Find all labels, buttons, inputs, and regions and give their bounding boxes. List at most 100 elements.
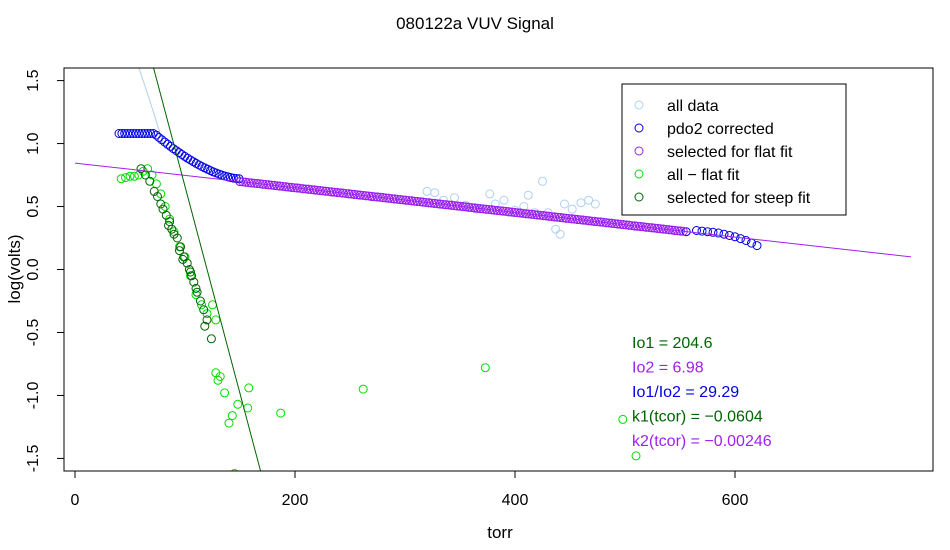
point-pdo2 [692, 226, 701, 235]
point-pdo2 [180, 151, 190, 161]
point-pdo2 [157, 135, 167, 145]
point-all-data [422, 186, 432, 196]
point-all-minus-flat [276, 408, 286, 418]
annotation-4: k2(tcor) = −0.00246 [632, 433, 772, 450]
y-tick-label: 0.0 [25, 258, 42, 280]
point-steep-fit [202, 315, 212, 325]
point-pdo2 [134, 129, 144, 138]
flat-fit-line [74, 162, 912, 258]
x-tick-label: 400 [502, 492, 529, 509]
point-all-data [450, 193, 459, 203]
legend-label: all − flat fit [667, 167, 740, 184]
legend-box [621, 83, 847, 216]
point-pdo2 [125, 129, 135, 138]
point-steep-fit [187, 271, 197, 281]
point-steep-fit [164, 220, 173, 230]
series-selected-steep-fit [136, 164, 216, 344]
legend-marker [634, 100, 644, 110]
point-all-data [576, 198, 586, 208]
point-all-minus-flat [220, 388, 230, 398]
point-all-data [567, 204, 577, 214]
point-pdo2 [140, 129, 150, 138]
point-all-minus-flat [233, 399, 243, 409]
point-all-minus-flat [129, 171, 139, 181]
point-all-minus-flat [160, 202, 170, 211]
point-all-minus-flat [197, 300, 206, 310]
point-all-minus-flat [230, 469, 239, 471]
legend-label: selected for flat fit [667, 144, 793, 161]
point-all-minus-flat [227, 411, 237, 421]
point-steep-fit [195, 296, 205, 306]
point-steep-fit [153, 192, 162, 201]
legend-label: all data [667, 98, 719, 115]
x-axis: 0 200 400 600 [71, 471, 749, 509]
point-pdo2 [151, 130, 161, 140]
point-steep-fit [178, 254, 188, 264]
annotation-2: Io1/Io2 = 29.29 [632, 384, 739, 401]
point-all-minus-flat [213, 375, 223, 385]
fit-annotations: Io1 = 204.6 Io2 = 6.98 Io1/Io2 = 29.29 k1(t… [632, 335, 772, 450]
point-steep-fit [186, 267, 195, 277]
point-steep-fit [199, 305, 209, 315]
point-all-data [485, 189, 495, 199]
point-all-minus-flat [224, 418, 234, 428]
y-tick-label: -1.5 [25, 445, 42, 473]
point-all-data [499, 195, 509, 205]
point-pdo2 [123, 129, 133, 138]
point-pdo2 [146, 129, 155, 138]
point-pdo2 [703, 227, 712, 237]
plot-area [74, 68, 912, 471]
x-tick-label: 600 [722, 492, 749, 509]
annotation-0: Io1 = 204.6 [632, 335, 713, 352]
point-pdo2 [143, 129, 153, 138]
point-all-data [430, 188, 440, 198]
series-all-minus-flat-fit [116, 164, 641, 471]
legend-marker [634, 192, 644, 202]
point-all-minus-flat [211, 315, 221, 325]
point-steep-fit [200, 321, 210, 331]
point-all-minus-flat [618, 414, 628, 424]
legend: all data pdo2 corrected selected for flat … [621, 83, 847, 216]
point-steep-fit [191, 283, 201, 293]
point-pdo2 [752, 241, 762, 251]
point-steep-fit [145, 176, 155, 186]
point-all-data [584, 195, 594, 205]
legend-label: selected for steep fit [667, 190, 811, 207]
y-tick-label: 1.0 [25, 132, 42, 154]
point-pdo2 [163, 139, 173, 149]
point-steep-fit [175, 246, 184, 256]
point-all-minus-flat [244, 383, 254, 393]
point-all-data [551, 224, 561, 234]
point-all-minus-flat [125, 171, 135, 181]
point-all-data [590, 199, 600, 209]
y-tick-label: -0.5 [25, 319, 42, 347]
x-axis-label: torr [487, 523, 513, 542]
point-all-minus-flat [480, 363, 490, 373]
point-steep-fit [176, 242, 186, 252]
annotation-3: k1(tcor) = −0.0604 [632, 409, 763, 426]
point-steep-fit [156, 199, 166, 209]
point-all-data [560, 199, 569, 209]
x-tick-label: 200 [282, 492, 309, 509]
legend-label: pdo2 corrected [667, 121, 774, 138]
point-all-minus-flat [156, 189, 166, 199]
point-pdo2 [137, 129, 147, 138]
point-pdo2 [183, 153, 193, 163]
point-pdo2 [741, 236, 751, 245]
legend-marker [634, 146, 644, 156]
y-tick-label: -1.0 [25, 382, 42, 410]
chart-title: 080122a VUV Signal [396, 14, 554, 33]
y-tick-label: 0.5 [25, 195, 42, 217]
point-pdo2 [154, 133, 164, 142]
y-axis-label: log(volts) [5, 235, 24, 304]
steep-fit-line [153, 68, 262, 471]
y-axis: -1.5 -1.0 -0.5 0.0 0.5 1.0 1.5 [25, 69, 64, 472]
point-all-minus-flat [147, 170, 157, 180]
point-all-data [538, 176, 547, 186]
point-steep-fit [172, 233, 182, 243]
point-all-minus-flat [631, 451, 641, 461]
point-steep-fit [192, 287, 202, 297]
point-pdo2 [120, 129, 130, 138]
point-all-minus-flat [358, 384, 368, 394]
